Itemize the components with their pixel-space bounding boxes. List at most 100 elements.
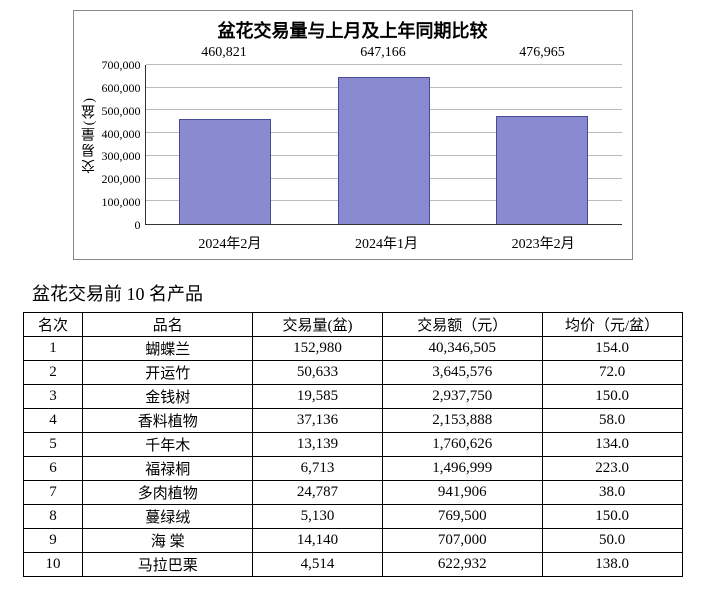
table-cell: 6 (23, 457, 83, 481)
table-cell: 10 (23, 553, 83, 577)
bars-container (146, 65, 622, 224)
table-cell: 3 (23, 385, 83, 409)
bar (496, 116, 588, 224)
table-cell: 138.0 (542, 553, 682, 577)
y-axis-label-container: 交易量(盆) (78, 45, 102, 225)
y-tick: 200,000 (102, 173, 141, 185)
table-cell: 622,932 (382, 553, 542, 577)
bar-slot (304, 65, 463, 224)
bar-slot (146, 65, 305, 224)
table-cell: 2 (23, 361, 83, 385)
table-cell: 马拉巴栗 (83, 553, 253, 577)
bar-value-label: 476,965 (463, 45, 622, 65)
table-cell: 7 (23, 481, 83, 505)
chart-body: 交易量(盆) 700,000 600,000 500,000 400,000 3… (74, 45, 632, 229)
top10-table: 名次 品名 交易量(盆) 交易额（元） 均价（元/盆） 1蝴蝶兰152,9804… (23, 312, 683, 577)
table-cell: 72.0 (542, 361, 682, 385)
y-tick: 400,000 (102, 128, 141, 140)
table-cell: 941,906 (382, 481, 542, 505)
table-cell: 1 (23, 337, 83, 361)
table-title: 盆花交易前 10 名产品 (32, 280, 695, 306)
table-cell: 50,633 (253, 361, 383, 385)
plot-wrap: 700,000 600,000 500,000 400,000 300,000 … (102, 45, 622, 225)
bar (338, 77, 430, 224)
x-tick-label: 2024年1月 (308, 229, 465, 259)
table-cell: 40,346,505 (382, 337, 542, 361)
col-header-rank: 名次 (23, 313, 83, 337)
table-cell: 开运竹 (83, 361, 253, 385)
table-cell: 4,514 (253, 553, 383, 577)
table-cell: 1,496,999 (382, 457, 542, 481)
table-cell: 19,585 (253, 385, 383, 409)
y-tick: 0 (135, 219, 141, 231)
table-cell: 8 (23, 505, 83, 529)
data-labels: 460,821 647,166 476,965 (145, 45, 622, 65)
y-axis-label: 交易量(盆) (80, 96, 100, 173)
col-header-volume: 交易量(盆) (253, 313, 383, 337)
table-cell: 3,645,576 (382, 361, 542, 385)
table-row: 4香料植物37,1362,153,88858.0 (23, 409, 682, 433)
table-cell: 5 (23, 433, 83, 457)
table-row: 10马拉巴栗4,514622,932138.0 (23, 553, 682, 577)
grid-area (145, 65, 622, 225)
y-tick: 500,000 (102, 105, 141, 117)
table-cell: 蔓绿绒 (83, 505, 253, 529)
table-cell: 香料植物 (83, 409, 253, 433)
table-cell: 9 (23, 529, 83, 553)
table-cell: 5,130 (253, 505, 383, 529)
table-cell: 2,937,750 (382, 385, 542, 409)
col-header-name: 品名 (83, 313, 253, 337)
table-cell: 2,153,888 (382, 409, 542, 433)
y-tick: 300,000 (102, 150, 141, 162)
table-cell: 24,787 (253, 481, 383, 505)
table-row: 3金钱树19,5852,937,750150.0 (23, 385, 682, 409)
table-cell: 多肉植物 (83, 481, 253, 505)
x-tick-label: 2024年2月 (152, 229, 309, 259)
table-row: 5千年木13,1391,760,626134.0 (23, 433, 682, 457)
table-cell: 50.0 (542, 529, 682, 553)
x-labels: 2024年2月 2024年1月 2023年2月 (74, 229, 632, 259)
y-tick: 100,000 (102, 196, 141, 208)
col-header-price: 均价（元/盆） (542, 313, 682, 337)
col-header-amount: 交易额（元） (382, 313, 542, 337)
x-tick-label: 2023年2月 (465, 229, 622, 259)
table-row: 6福禄桐6,7131,496,999223.0 (23, 457, 682, 481)
bar-chart: 盆花交易量与上月及上年同期比较 交易量(盆) 700,000 600,000 5… (73, 10, 633, 260)
bar-slot (463, 65, 622, 224)
table-cell: 134.0 (542, 433, 682, 457)
table-cell: 蝴蝶兰 (83, 337, 253, 361)
table-cell: 58.0 (542, 409, 682, 433)
bar (179, 119, 271, 224)
table-cell: 154.0 (542, 337, 682, 361)
table-row: 1蝴蝶兰152,98040,346,505154.0 (23, 337, 682, 361)
bar-value-label: 647,166 (304, 45, 463, 65)
table-cell: 37,136 (253, 409, 383, 433)
table-header-row: 名次 品名 交易量(盆) 交易额（元） 均价（元/盆） (23, 313, 682, 337)
table-row: 9海 棠14,140707,00050.0 (23, 529, 682, 553)
table-cell: 223.0 (542, 457, 682, 481)
table-cell: 千年木 (83, 433, 253, 457)
bar-value-label: 460,821 (145, 45, 304, 65)
y-tick: 700,000 (102, 59, 141, 71)
chart-title: 盆花交易量与上月及上年同期比较 (74, 11, 632, 45)
table-cell: 福禄桐 (83, 457, 253, 481)
table-cell: 150.0 (542, 505, 682, 529)
table-cell: 38.0 (542, 481, 682, 505)
table-cell: 150.0 (542, 385, 682, 409)
y-tick: 600,000 (102, 82, 141, 94)
table-cell: 769,500 (382, 505, 542, 529)
table-cell: 707,000 (382, 529, 542, 553)
table-row: 2开运竹50,6333,645,57672.0 (23, 361, 682, 385)
table-row: 7多肉植物24,787941,90638.0 (23, 481, 682, 505)
table-cell: 6,713 (253, 457, 383, 481)
table-cell: 13,139 (253, 433, 383, 457)
table-row: 8蔓绿绒5,130769,500150.0 (23, 505, 682, 529)
table-cell: 金钱树 (83, 385, 253, 409)
table-cell: 1,760,626 (382, 433, 542, 457)
table-cell: 152,980 (253, 337, 383, 361)
table-body: 1蝴蝶兰152,98040,346,505154.02开运竹50,6333,64… (23, 337, 682, 577)
plot-area: 460,821 647,166 476,965 (145, 45, 622, 225)
table-cell: 4 (23, 409, 83, 433)
table-cell: 14,140 (253, 529, 383, 553)
table-cell: 海 棠 (83, 529, 253, 553)
